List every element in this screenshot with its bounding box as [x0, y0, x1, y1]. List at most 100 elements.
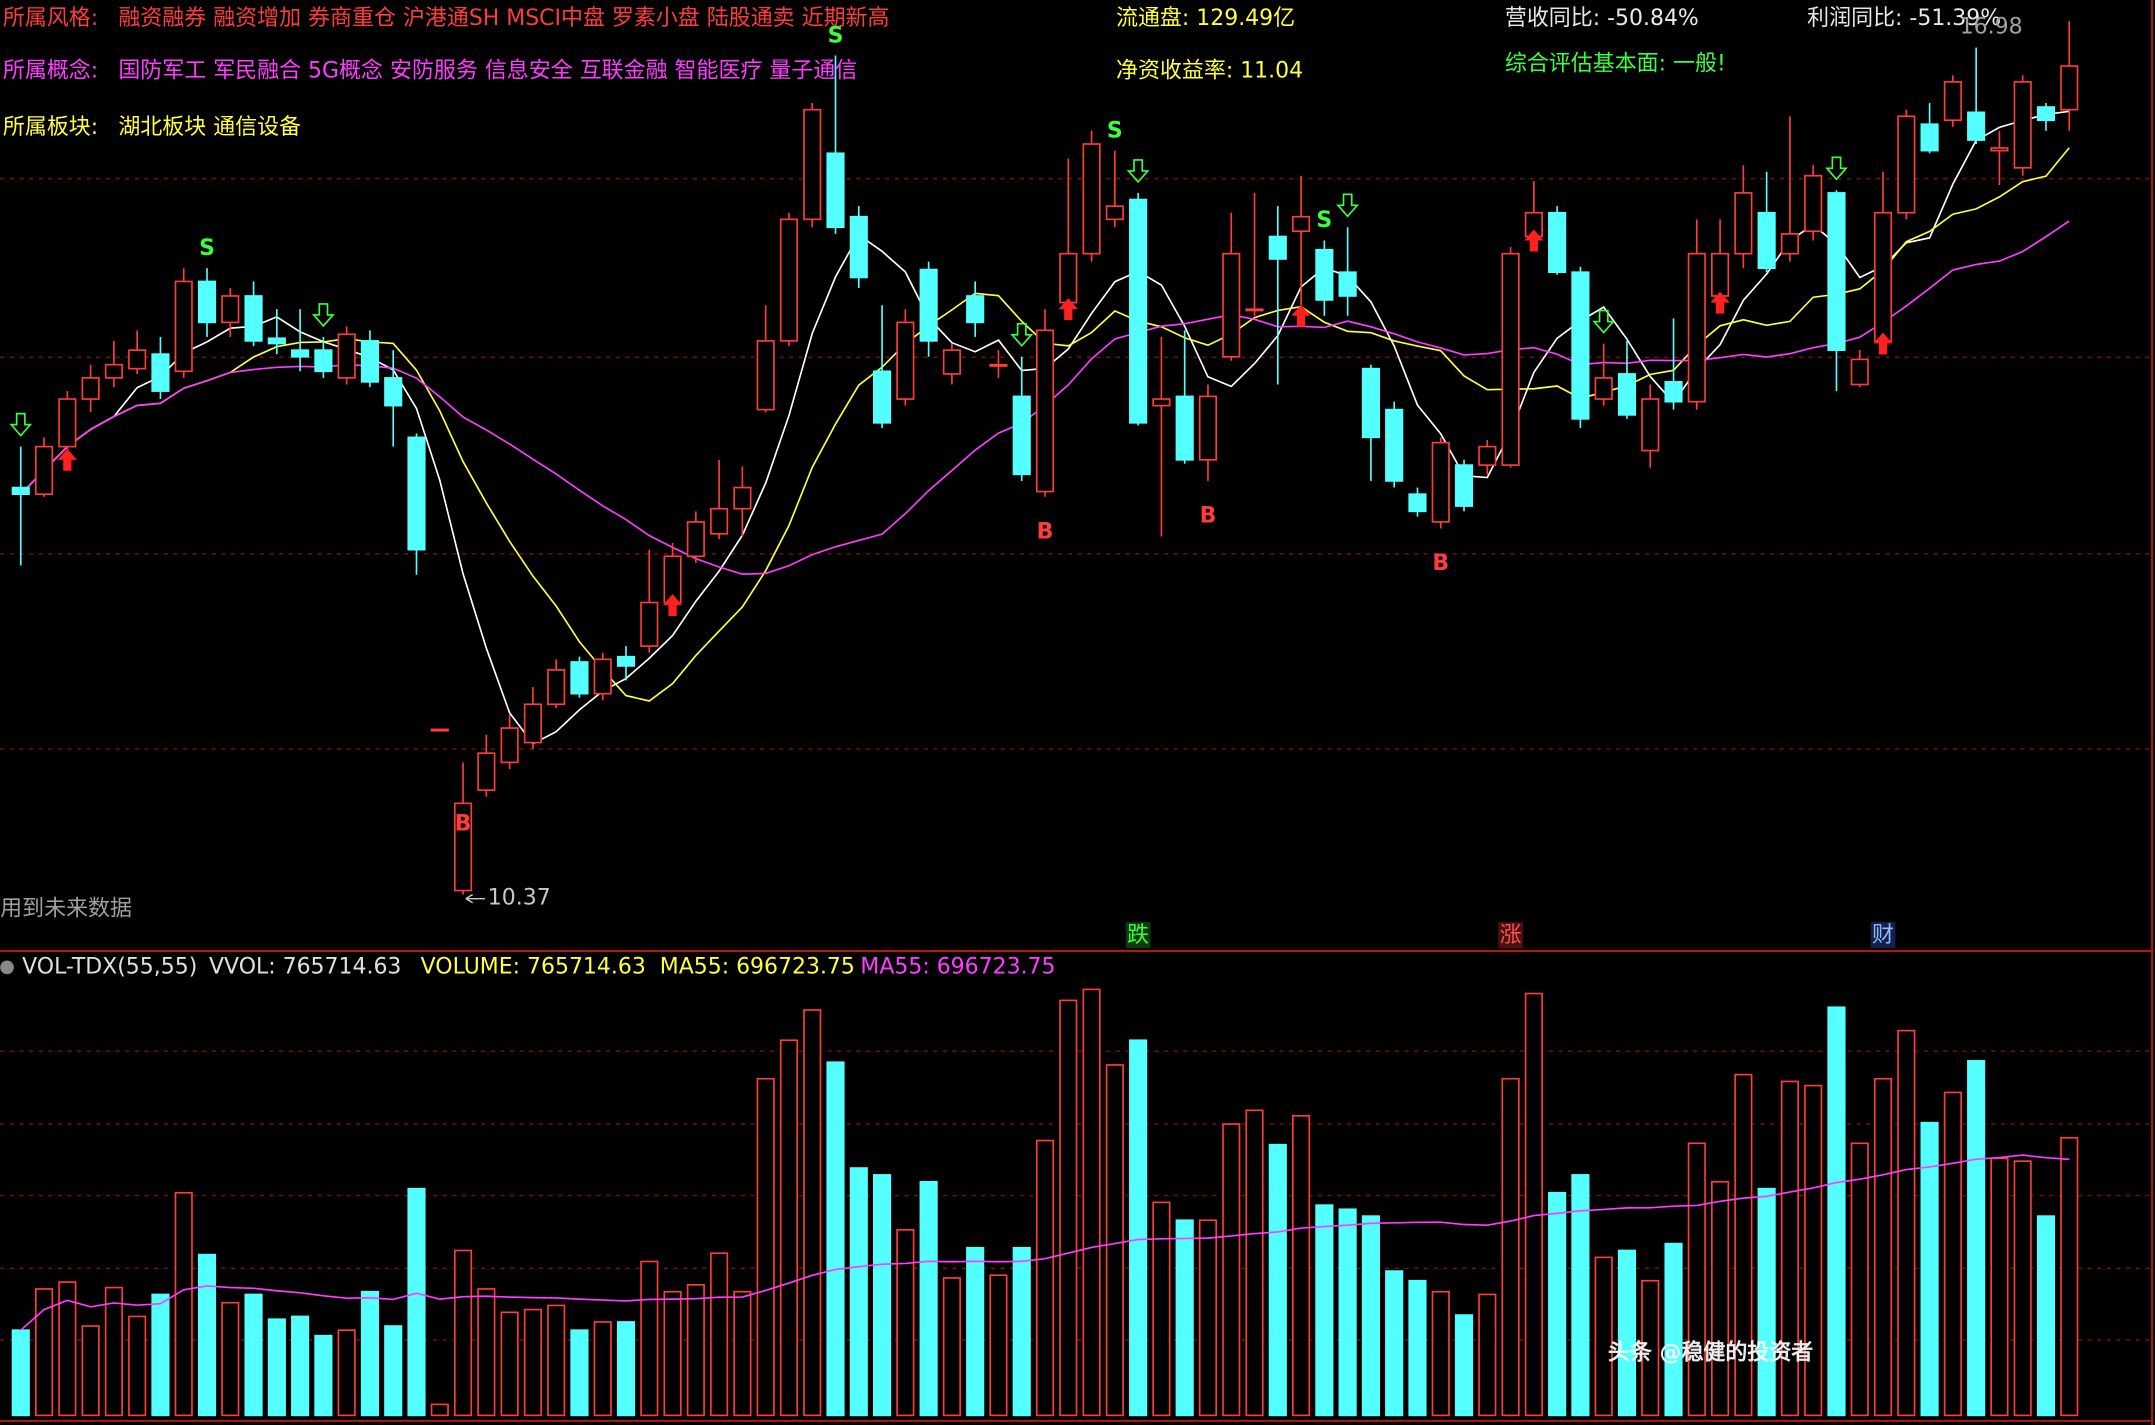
candle-body — [1687, 252, 1706, 403]
volume-bar — [2060, 1136, 2079, 1417]
candle-body — [640, 601, 659, 647]
candle-body — [1780, 233, 1799, 255]
volume-bar — [1292, 1114, 1311, 1417]
volume-bar — [1105, 1064, 1124, 1417]
volume-bar — [104, 1286, 123, 1417]
buy-arrow — [1291, 304, 1311, 327]
volume-bar — [314, 1334, 333, 1417]
candle-body — [1129, 198, 1148, 424]
style-label: 所属风格: — [3, 6, 98, 31]
candle-body — [1920, 123, 1939, 152]
buy-arrow — [1524, 229, 1544, 252]
roe: 净资收益率: 11.04 — [1116, 58, 1303, 83]
sector-label: 所属板块: — [3, 115, 98, 140]
candle-body — [151, 353, 170, 392]
buy-arrow — [57, 448, 77, 471]
volume-bar — [34, 1288, 54, 1417]
candle-body — [1152, 398, 1171, 407]
volume-bar — [11, 1329, 30, 1417]
concept-label: 所属概念: — [3, 58, 98, 83]
buy-arrow — [1710, 291, 1730, 314]
volume-bar — [1431, 1290, 1450, 1417]
volume-bar — [360, 1290, 380, 1417]
volume-bar — [1780, 1080, 1799, 1417]
candle-body — [314, 349, 333, 373]
volume-bar — [1385, 1270, 1404, 1417]
volume-bar — [1245, 1109, 1264, 1417]
candle-body — [826, 152, 845, 229]
sell-arrow — [311, 303, 335, 328]
volume-bar — [1990, 1157, 2009, 1417]
candle-body — [104, 363, 123, 379]
candle-body — [1338, 271, 1357, 297]
volume-bar — [500, 1311, 519, 1417]
volume-bar — [942, 1277, 961, 1417]
candle-body — [337, 333, 356, 379]
ma55-value: MA55: 696723.75 — [660, 954, 855, 979]
signal-label: B — [1037, 520, 1054, 545]
volume-bar — [1524, 992, 1543, 1417]
candle-body — [128, 349, 147, 370]
candle-body — [1105, 205, 1124, 221]
candle-body — [291, 349, 310, 358]
candle-body — [966, 295, 985, 324]
candle-body — [1454, 464, 1474, 507]
event-label: 财 — [1872, 923, 1894, 948]
volume-bar — [244, 1293, 263, 1417]
candle-body — [803, 108, 822, 221]
volume-bar — [1711, 1180, 1730, 1417]
candle-body — [1967, 111, 1986, 141]
candle-body — [523, 703, 542, 744]
indicator-name: VOL-TDX(55,55) — [22, 954, 197, 979]
volume-bar — [1967, 1060, 1986, 1417]
volume-bar — [128, 1315, 147, 1417]
volume-bar — [1687, 1142, 1706, 1417]
volume-bar — [547, 1304, 566, 1417]
candle-body — [11, 486, 30, 495]
volume-bar — [779, 1039, 799, 1417]
candle-body — [849, 215, 868, 279]
candle-body — [81, 377, 100, 400]
candle-body — [779, 218, 799, 342]
float-shares: 流通盘: 129.49亿 — [1116, 6, 1295, 31]
volume-bar — [1757, 1187, 1776, 1417]
candle-body — [500, 727, 519, 764]
volume-bar — [872, 1174, 892, 1417]
buy-arrow — [1058, 298, 1078, 321]
revenue-yoy: 营收同比: -50.84% — [1505, 6, 1699, 31]
volume-bar — [81, 1325, 100, 1417]
candle-body — [733, 486, 752, 510]
volume-bar — [477, 1288, 496, 1417]
volume-bar — [151, 1293, 170, 1417]
volume-bar — [896, 1229, 915, 1417]
candle-body — [547, 669, 566, 706]
volume-bar — [1152, 1201, 1171, 1417]
signal-label: S — [1107, 118, 1123, 143]
candle-body — [2060, 65, 2079, 111]
volume-bar — [1617, 1249, 1637, 1417]
volume-bar — [966, 1246, 985, 1417]
candle-body — [1431, 441, 1450, 523]
signal-label: B — [455, 811, 472, 836]
ma55-value: MA55: 696723.75 — [860, 954, 1055, 979]
volume-bar — [919, 1180, 938, 1417]
candle-body — [477, 752, 496, 791]
volume-bar — [1920, 1121, 1939, 1417]
sell-arrow — [9, 412, 33, 437]
candle-body — [1361, 367, 1380, 439]
candle-body — [942, 349, 961, 375]
volume-bar — [1873, 1077, 1893, 1417]
candle-body — [919, 268, 938, 342]
volume-bar — [1361, 1215, 1380, 1417]
candle-body — [1175, 395, 1194, 461]
candle-body — [1897, 115, 1916, 214]
candle-body — [1757, 211, 1776, 270]
style-items: 融资融券 融资增加 券商重仓 沪港通SH MSCI中盘 罗素小盘 陆股通卖 近期… — [118, 6, 889, 31]
volume-bar — [58, 1281, 77, 1417]
volume-bar — [1408, 1279, 1427, 1417]
volume-bar — [267, 1318, 286, 1417]
legend-icon — [0, 960, 14, 975]
volume-bar — [1804, 1084, 1823, 1417]
volume-bar — [803, 1009, 822, 1417]
